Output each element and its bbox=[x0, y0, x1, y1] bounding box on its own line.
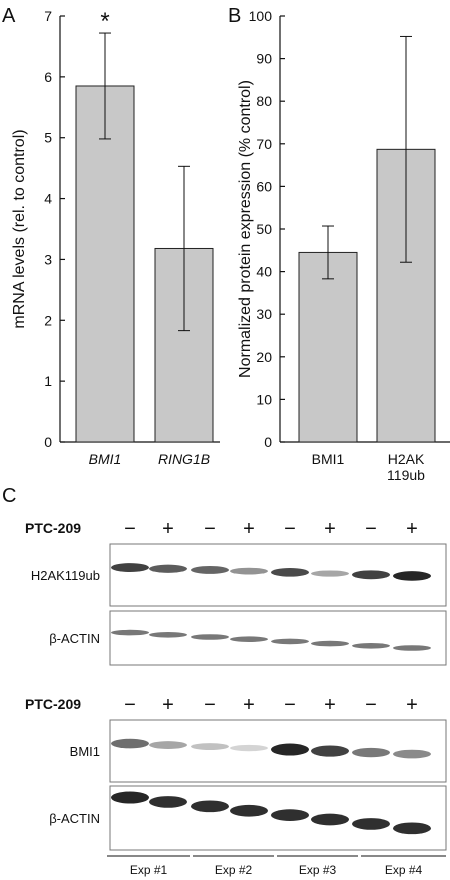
blot-band bbox=[111, 629, 149, 636]
blot-band bbox=[191, 743, 229, 751]
blot-band bbox=[191, 634, 229, 640]
y-tick-label: 7 bbox=[44, 8, 52, 24]
y-tick-label: 3 bbox=[44, 251, 52, 267]
treatment-sign: − bbox=[124, 518, 136, 540]
y-tick-label: 6 bbox=[44, 69, 52, 85]
blot-row-label: β-ACTIN bbox=[49, 631, 100, 646]
blot-band bbox=[111, 738, 149, 749]
y-tick-label: 4 bbox=[44, 191, 52, 207]
panel-letter-b: B bbox=[228, 5, 241, 27]
blot-band bbox=[230, 567, 268, 575]
blot-membrane bbox=[109, 610, 447, 666]
blot-band bbox=[271, 568, 309, 577]
y-axis-label: Normalized protein expression (% control… bbox=[237, 80, 254, 378]
blot-row-label: BMI1 bbox=[70, 744, 100, 759]
treatment-sign: + bbox=[324, 694, 336, 716]
blot-band bbox=[311, 745, 349, 757]
y-tick-label: 100 bbox=[249, 8, 273, 24]
blot-band bbox=[111, 563, 149, 572]
treatment-sign: − bbox=[204, 694, 216, 716]
blot-row-label: H2AK119ub bbox=[31, 568, 100, 583]
blot-band bbox=[149, 632, 187, 638]
western-blot: PTC-209 − + − + − + − + H2AK119ub β-ACTIN PTC-209 − +… bbox=[25, 518, 447, 877]
treatment-sign: − bbox=[284, 694, 296, 716]
blot-band bbox=[352, 643, 390, 649]
chart-a: 0 1 2 3 4 5 6 7 mRNA levels (rel. to control) * BM… bbox=[11, 8, 220, 467]
blot-row-label: β-ACTIN bbox=[49, 811, 100, 826]
blot-band bbox=[311, 813, 349, 826]
treatment-sign: − bbox=[365, 694, 377, 716]
panel-letter-a: A bbox=[2, 5, 16, 27]
category-label: H2AK 119ub bbox=[387, 451, 425, 483]
blot-band bbox=[230, 744, 268, 752]
blot-band bbox=[271, 809, 309, 821]
blot-band bbox=[393, 822, 431, 835]
chart-b: 0 10 20 30 40 50 60 70 80 90 100 Normalized protein… bbox=[237, 8, 450, 483]
blot-band bbox=[191, 800, 229, 813]
blot-band bbox=[311, 570, 349, 577]
blot-band bbox=[393, 749, 431, 759]
bar bbox=[298, 251, 358, 443]
blot-band bbox=[271, 638, 309, 645]
y-tick-label: 20 bbox=[256, 349, 272, 365]
treatment-sign: + bbox=[162, 518, 174, 540]
blot-band bbox=[311, 640, 349, 647]
treatment-sign: − bbox=[365, 518, 377, 540]
y-tick-label: 1 bbox=[44, 373, 52, 389]
treatment-sign: + bbox=[243, 518, 255, 540]
treatment-sign: − bbox=[204, 518, 216, 540]
blot-band bbox=[393, 645, 431, 651]
y-tick-label: 50 bbox=[256, 221, 272, 237]
y-tick-label: 60 bbox=[256, 178, 272, 194]
category-label: BMI1 bbox=[312, 451, 345, 467]
treatment-sign: + bbox=[243, 694, 255, 716]
experiment-label: Exp #2 bbox=[215, 863, 253, 877]
blot-band bbox=[352, 570, 390, 580]
y-tick-label: 30 bbox=[256, 306, 272, 322]
panel-letter-c: C bbox=[2, 485, 16, 507]
y-tick-label: 40 bbox=[256, 264, 272, 280]
blot-band bbox=[230, 804, 268, 817]
category-label: BMI1 bbox=[89, 451, 122, 467]
y-tick-label: 80 bbox=[256, 93, 272, 109]
y-tick-label: 90 bbox=[256, 51, 272, 67]
blot-band bbox=[149, 564, 187, 573]
blot-band bbox=[352, 818, 390, 830]
y-tick-label: 70 bbox=[256, 136, 272, 152]
treatment-sign: + bbox=[162, 694, 174, 716]
experiment-label: Exp #3 bbox=[299, 863, 337, 877]
blot-band bbox=[149, 796, 187, 808]
blot-band bbox=[191, 566, 229, 574]
treatment-sign: − bbox=[124, 694, 136, 716]
y-axis-label: mRNA levels (rel. to control) bbox=[11, 129, 28, 328]
blot-band bbox=[271, 743, 309, 756]
y-tick-label: 0 bbox=[44, 434, 52, 450]
blot-band bbox=[149, 741, 187, 749]
y-tick-label: 0 bbox=[264, 434, 272, 450]
experiment-label: Exp #4 bbox=[385, 863, 423, 877]
treatment-sign: − bbox=[284, 518, 296, 540]
y-tick-label: 2 bbox=[44, 312, 52, 328]
blot-band bbox=[352, 747, 390, 758]
experiment-label: Exp #1 bbox=[130, 863, 168, 877]
treatment-sign: + bbox=[406, 694, 418, 716]
treatment-label: PTC-209 bbox=[25, 696, 81, 712]
y-tick-label: 5 bbox=[44, 130, 52, 146]
treatment-sign: + bbox=[324, 518, 336, 540]
blot-band bbox=[393, 571, 431, 581]
treatment-label: PTC-209 bbox=[25, 520, 81, 536]
blot-band bbox=[111, 791, 149, 804]
y-tick-label: 10 bbox=[256, 391, 272, 407]
blot-band bbox=[230, 636, 268, 642]
category-label: RING1B bbox=[158, 451, 210, 467]
significance-marker: * bbox=[100, 8, 109, 35]
treatment-sign: + bbox=[406, 518, 418, 540]
